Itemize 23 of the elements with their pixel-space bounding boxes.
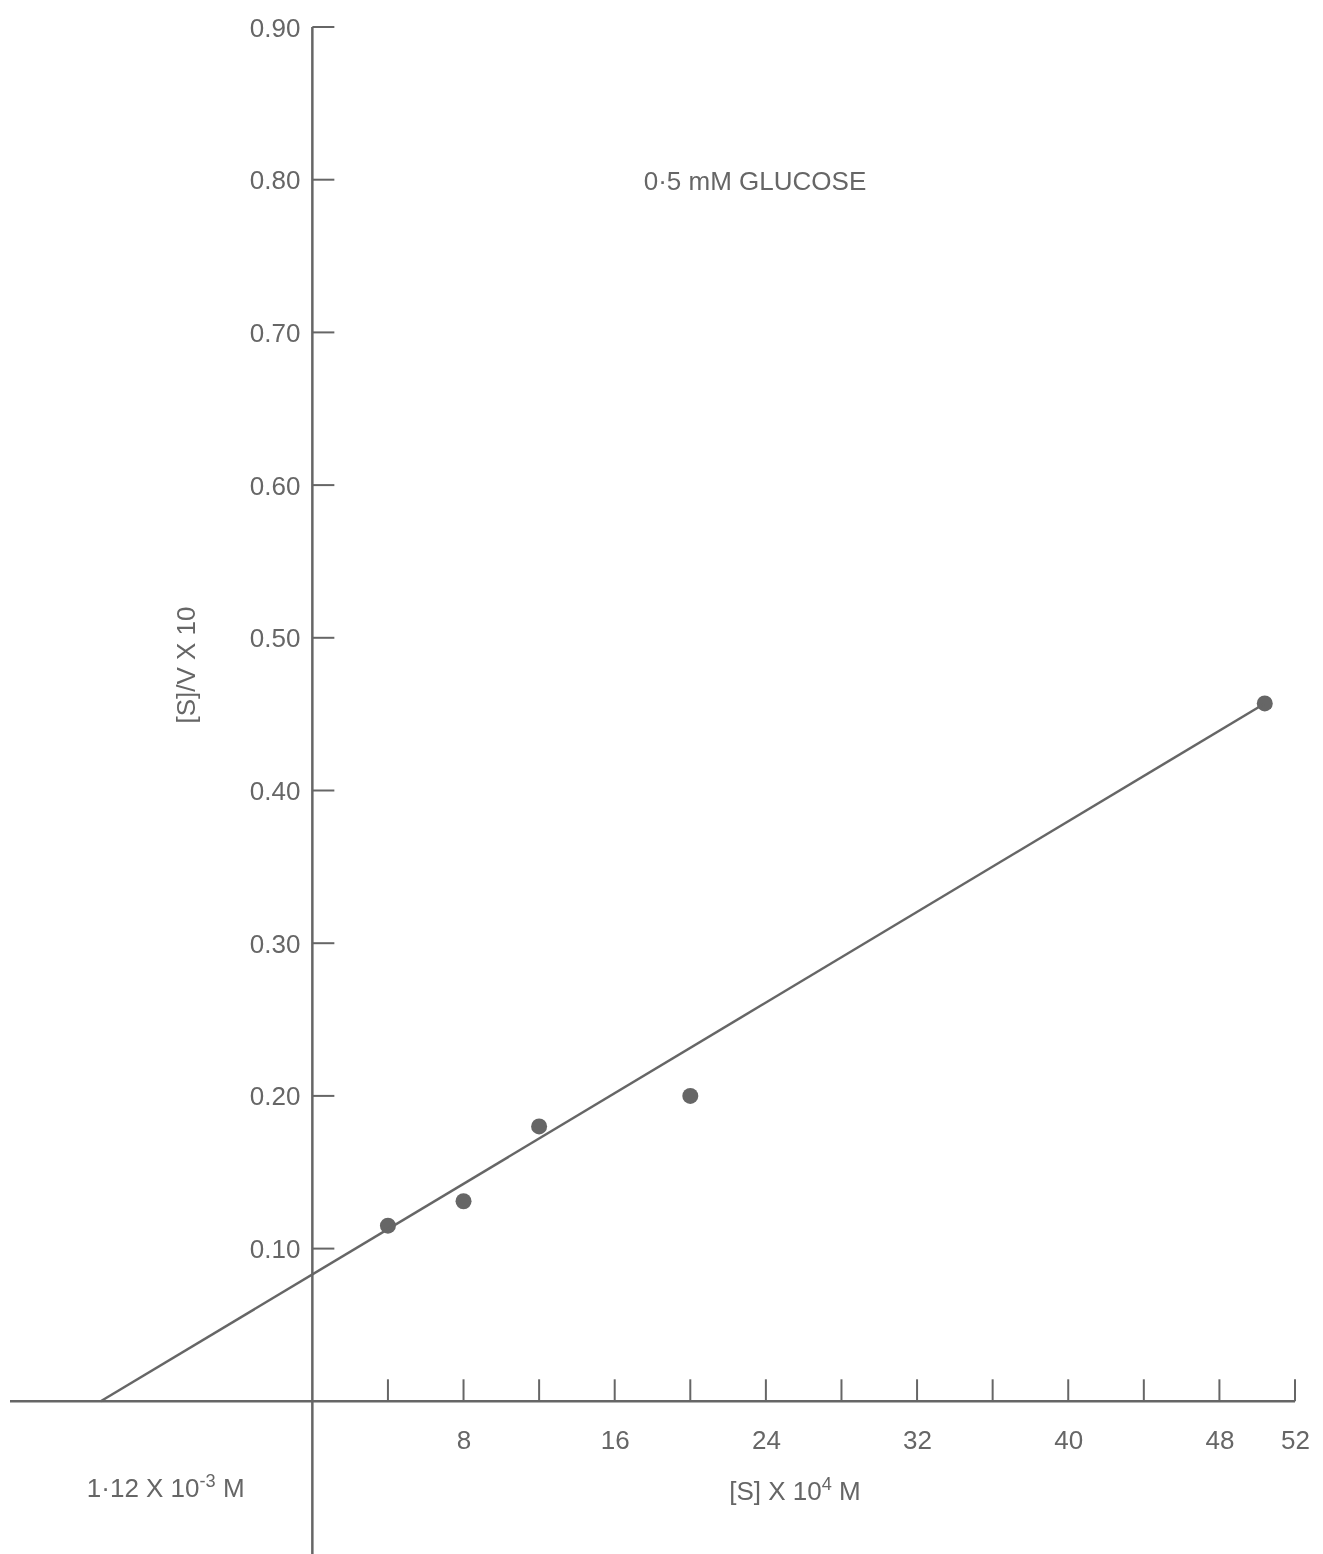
x-tick-label: 8 <box>456 1425 472 1456</box>
x-axis-title: [S] X 10$^{4}$ M <box>729 1474 861 1506</box>
x-tick-label: 48 <box>1205 1425 1235 1456</box>
y-tick-label: 0.20 <box>249 1081 301 1112</box>
y-tick-label: 0.60 <box>249 470 301 501</box>
point <box>682 1087 699 1104</box>
y-tick-label: 0.80 <box>249 165 301 196</box>
y-tick-label: 0.70 <box>249 317 301 348</box>
y-axis-title: [S]/V X 10 <box>171 606 201 724</box>
x-tick-label: 24 <box>751 1425 781 1456</box>
y-tick-label: 0.90 <box>249 12 301 43</box>
annotation: 1·12 X 10$^{-3}$ M <box>86 1471 245 1504</box>
y-tick-label: 0.30 <box>249 928 301 959</box>
y-tick-label: 0.40 <box>249 776 301 806</box>
y-tick-label: 0.10 <box>249 1234 301 1265</box>
x-tick-label: 16 <box>600 1425 630 1456</box>
point <box>531 1118 548 1135</box>
point <box>455 1193 472 1210</box>
x-tick-label: 32 <box>903 1425 933 1456</box>
y-tick-label: 0.50 <box>249 623 301 654</box>
x-tick-label: 40 <box>1054 1425 1084 1456</box>
x-tick-label: 52 <box>1281 1425 1310 1456</box>
annotation: 0·5 mM GLUCOSE <box>643 166 867 196</box>
